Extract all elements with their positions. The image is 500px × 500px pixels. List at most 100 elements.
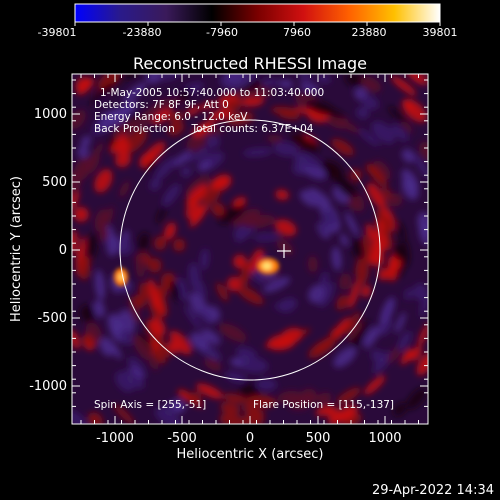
fringe-blob (388, 106, 408, 124)
fringe-blob (365, 324, 383, 350)
colorbar-tick-label-3: 7960 (283, 26, 311, 39)
fringe-blob (319, 271, 329, 289)
fringe-blob (320, 210, 337, 227)
fringe-blob (296, 154, 322, 167)
fringe-blob (189, 291, 208, 317)
fringe-blob (417, 211, 428, 236)
xtick-label-3: 500 (306, 431, 331, 446)
fringe-blob (156, 206, 167, 224)
info-line-time: 1-May-2005 10:57:40.000 to 11:03:40.000 (100, 87, 324, 99)
fringe-blob (355, 256, 369, 285)
fringe-blob (185, 202, 203, 221)
fringe-blob (239, 273, 249, 287)
fringe-blob (393, 242, 403, 261)
colorbar-tick-label-0: -39801 (38, 26, 77, 39)
fringe-blob (333, 346, 357, 368)
fringe-blob (350, 320, 370, 346)
fringe-blob (335, 118, 361, 134)
fringe-blob (406, 387, 427, 410)
spin-axis-cross (277, 244, 291, 258)
fringe-blob (232, 196, 247, 207)
fringe-blob (220, 402, 241, 415)
fringe-blob (274, 219, 297, 237)
fringe-blob (278, 297, 297, 313)
fringe-blob (235, 347, 257, 358)
fringe-blob (280, 327, 303, 345)
fringe-blob (378, 268, 389, 281)
x-axis-label: Heliocentric X (arcsec) (177, 447, 324, 462)
fringe-blob (199, 248, 210, 271)
fringe-blob (339, 273, 352, 291)
fringe-blob (169, 111, 184, 124)
fringe-blob (360, 76, 382, 93)
ytick-label-2: 0 (59, 243, 67, 258)
fringe-blob (119, 329, 134, 346)
fringe-blob (331, 138, 355, 156)
fringe-blob (356, 106, 370, 120)
fringe-blob (225, 99, 242, 111)
fringe-blob (169, 330, 192, 355)
fringe-blob (83, 334, 94, 347)
fringe-blob (263, 277, 291, 293)
fringe-blob (393, 402, 407, 417)
fringe-blob (245, 395, 277, 408)
fringe-blob (395, 312, 406, 334)
fringe-blob (256, 86, 272, 98)
fringe-blob (209, 108, 234, 121)
fringe-blob (78, 236, 86, 260)
fringe-blob (412, 283, 428, 301)
fringe-blob (328, 412, 354, 424)
fringe-blob (307, 255, 318, 273)
fringe-blob (180, 165, 193, 178)
fringe-blob (348, 280, 361, 309)
fringe-blob (198, 309, 212, 326)
fringe-blob (196, 280, 206, 299)
colorbar-tick-label-4: 23880 (352, 26, 387, 39)
fringe-blob (72, 109, 86, 130)
fringe-blob (308, 284, 325, 304)
fringe-blob (218, 323, 247, 342)
fringe-blob (73, 206, 89, 222)
fringe-blob (300, 139, 320, 154)
y-axis-label: Heliocentric Y (arcsec) (9, 176, 24, 322)
fringe-blob (390, 75, 417, 96)
fringe-blob (366, 163, 388, 188)
fringe-blob (242, 147, 273, 157)
fringe-blob (344, 74, 365, 88)
fringe-blob (379, 297, 394, 327)
fringe-blob (418, 141, 428, 161)
fringe-blob (185, 106, 201, 116)
fringe-blob (416, 353, 428, 376)
fringe-blob (259, 78, 279, 87)
fringe-blob (218, 202, 246, 225)
fringe-blob (196, 383, 223, 399)
fringe-blob (99, 108, 121, 132)
fringe-blob (342, 414, 362, 424)
fringe-blob (331, 246, 342, 271)
fringe-blob (176, 87, 192, 101)
fringe-blob (401, 178, 418, 200)
fringe-blob (240, 96, 265, 107)
fringe-blob (308, 338, 336, 359)
fringe-blob (371, 121, 396, 144)
fringe-blob (199, 101, 216, 110)
fringe-blob (253, 233, 280, 241)
colorbar-ticks (74, 22, 441, 26)
fringe-blob (391, 124, 409, 142)
ytick-label-1: 500 (42, 175, 67, 190)
fringe-blob (402, 98, 427, 123)
fringe-blob (210, 174, 232, 192)
fringe-blob (130, 86, 144, 98)
fringe-blob (119, 180, 130, 198)
xtick-label-2: 0 (246, 431, 254, 446)
colorbar-tick-label-5: 39801 (423, 26, 458, 39)
fringe-blob (72, 230, 78, 254)
fringe-blob (397, 330, 412, 352)
fringe-blob (370, 349, 386, 364)
fringe-blob (410, 346, 422, 361)
fringe-blob (135, 253, 146, 279)
fringe-blob (404, 288, 413, 301)
info-line-energy: Energy Range: 6.0 - 12.0 keV (94, 111, 248, 123)
fringe-blob (361, 95, 379, 110)
fringe-blob (250, 269, 266, 285)
